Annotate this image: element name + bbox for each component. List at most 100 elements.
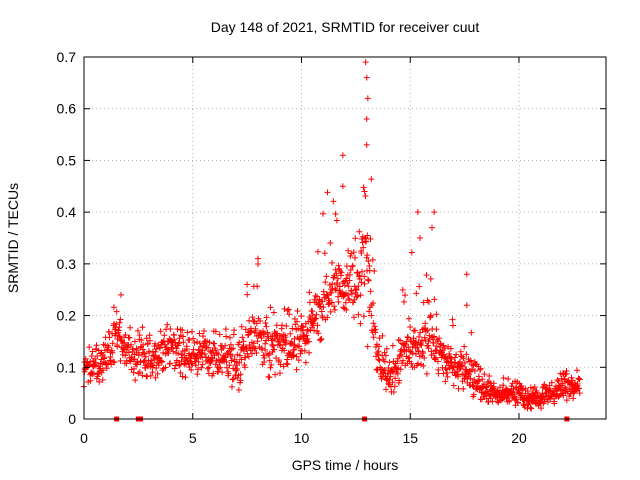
data-point xyxy=(328,289,335,296)
data-point xyxy=(395,365,402,372)
data-point xyxy=(364,252,371,259)
data-point xyxy=(188,355,195,362)
data-point xyxy=(363,141,370,148)
data-point xyxy=(350,249,357,256)
data-point xyxy=(474,378,481,385)
data-point xyxy=(142,353,149,360)
data-point xyxy=(271,346,278,353)
data-point xyxy=(361,280,368,287)
data-point xyxy=(486,392,493,399)
data-point xyxy=(116,333,123,340)
data-point xyxy=(332,210,339,217)
data-point xyxy=(576,376,583,383)
data-point xyxy=(226,362,233,369)
data-point xyxy=(110,358,117,365)
data-point xyxy=(180,339,187,346)
data-point xyxy=(138,337,145,344)
data-point xyxy=(443,370,450,377)
data-point xyxy=(413,290,420,297)
data-point xyxy=(105,360,112,367)
data-point xyxy=(514,399,521,406)
data-point xyxy=(136,332,143,339)
data-point xyxy=(236,339,243,346)
data-point xyxy=(448,356,455,363)
data-point xyxy=(511,393,518,400)
data-point xyxy=(283,337,290,344)
data-point xyxy=(364,276,371,283)
data-point xyxy=(479,376,486,383)
data-point xyxy=(335,262,342,269)
data-point xyxy=(286,311,293,318)
data-point xyxy=(300,324,307,331)
data-point xyxy=(424,327,431,334)
data-point xyxy=(391,383,398,390)
data-point xyxy=(477,366,484,373)
data-point xyxy=(330,198,337,205)
data-point xyxy=(555,378,562,385)
data-point xyxy=(359,239,366,246)
data-point xyxy=(541,381,548,388)
data-point xyxy=(352,235,359,242)
data-point xyxy=(357,292,364,299)
data-point xyxy=(219,369,226,376)
data-point xyxy=(505,393,512,400)
data-point xyxy=(425,298,432,305)
data-point xyxy=(158,358,165,365)
data-point xyxy=(105,344,112,351)
data-point xyxy=(450,382,457,389)
data-point xyxy=(196,346,203,353)
data-point xyxy=(188,360,195,367)
data-point xyxy=(174,326,181,333)
data-point xyxy=(171,365,178,372)
data-point xyxy=(447,345,454,352)
data-point xyxy=(266,357,273,364)
data-point xyxy=(420,299,427,306)
data-point xyxy=(390,388,397,395)
data-point xyxy=(365,258,372,265)
data-point xyxy=(134,327,141,334)
data-point xyxy=(236,359,243,366)
data-point xyxy=(210,370,217,377)
data-point xyxy=(480,385,487,392)
data-point xyxy=(471,367,478,374)
data-point xyxy=(421,334,428,341)
data-point xyxy=(194,371,201,378)
data-point xyxy=(113,321,120,328)
data-point xyxy=(528,405,535,412)
data-point xyxy=(89,348,96,355)
data-point xyxy=(334,293,341,300)
data-point xyxy=(336,283,343,290)
data-point xyxy=(191,339,198,346)
data-point xyxy=(106,357,113,364)
data-point xyxy=(334,275,341,282)
data-point xyxy=(317,336,324,343)
data-point xyxy=(410,335,417,342)
data-point xyxy=(270,309,277,316)
data-point xyxy=(459,363,466,370)
data-point xyxy=(420,325,427,332)
data-point xyxy=(306,299,313,306)
data-point xyxy=(133,360,140,367)
data-point xyxy=(240,338,247,345)
data-point xyxy=(267,364,274,371)
data-point xyxy=(361,188,368,195)
data-point xyxy=(331,306,338,313)
data-point xyxy=(305,338,312,345)
data-point xyxy=(408,360,415,367)
data-point xyxy=(235,387,242,394)
data-point xyxy=(282,334,289,341)
data-point xyxy=(229,352,236,359)
data-point xyxy=(337,272,344,279)
data-point xyxy=(230,375,237,382)
data-point xyxy=(277,342,284,349)
data-point xyxy=(392,375,399,382)
data-point xyxy=(262,340,269,347)
data-point xyxy=(116,319,123,326)
data-point xyxy=(146,332,153,339)
data-point xyxy=(420,362,427,369)
data-point xyxy=(430,350,437,357)
data-point xyxy=(230,345,237,352)
data-point xyxy=(201,350,208,357)
data-point xyxy=(321,250,328,257)
data-point xyxy=(277,361,284,368)
